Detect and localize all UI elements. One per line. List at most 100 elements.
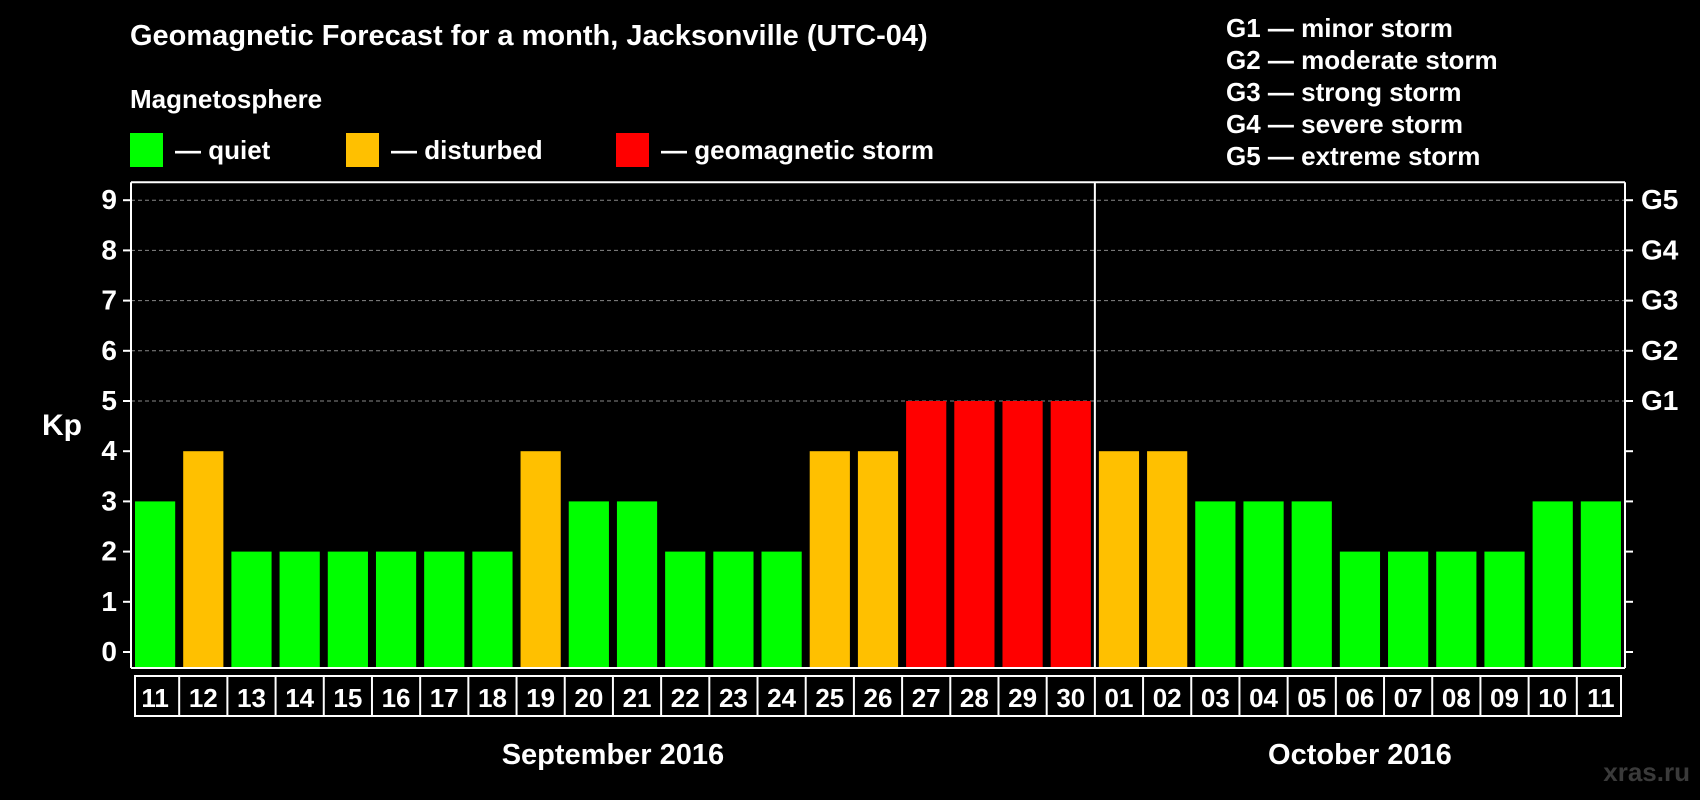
legend-swatch-quiet <box>130 133 163 167</box>
bar-1 <box>183 451 224 668</box>
x-tick-label-6: 17 <box>430 683 459 713</box>
x-tick-label-21: 02 <box>1153 683 1182 713</box>
x-tick-label-20: 01 <box>1105 683 1134 713</box>
x-tick-label-12: 23 <box>719 683 748 713</box>
x-tick-label-24: 05 <box>1297 683 1326 713</box>
x-tick-label-8: 19 <box>526 683 555 713</box>
bar-19 <box>1050 401 1091 668</box>
x-tick-label-18: 29 <box>1008 683 1037 713</box>
bar-16 <box>906 401 947 668</box>
right-tick-label-G3: G3 <box>1641 285 1678 316</box>
legend-item-storm: — geomagnetic storm <box>616 132 934 168</box>
x-tick-label-30: 11 <box>1587 683 1615 713</box>
y-tick-label-2: 2 <box>101 536 117 567</box>
bar-20 <box>1098 451 1140 668</box>
bar-22 <box>1195 501 1236 668</box>
x-tick-label-15: 26 <box>864 683 893 713</box>
legend-swatch-storm <box>616 133 649 167</box>
bar-2 <box>231 551 272 668</box>
legend-item-quiet: — quiet <box>130 132 270 168</box>
legend-label-quiet: — quiet <box>175 134 271 165</box>
x-tick-label-23: 04 <box>1249 683 1278 713</box>
bar-26 <box>1388 551 1429 668</box>
y-tick-label-7: 7 <box>101 285 117 316</box>
bar-25 <box>1339 551 1381 668</box>
y-tick-label-5: 5 <box>101 385 117 416</box>
y-tick-label-8: 8 <box>101 234 117 265</box>
bar-8 <box>520 451 561 668</box>
x-tick-label-2: 13 <box>237 683 266 713</box>
chart-title: Geomagnetic Forecast for a month, Jackso… <box>130 20 928 52</box>
bar-13 <box>761 551 802 668</box>
x-tick-label-4: 15 <box>333 683 362 713</box>
x-tick-label-1: 12 <box>189 683 218 713</box>
legend-heading: Magnetosphere <box>130 84 323 114</box>
y-tick-label-6: 6 <box>101 335 117 366</box>
legend-swatch-disturbed <box>346 133 379 167</box>
x-tick-label-7: 18 <box>478 683 507 713</box>
month-label-0: September 2016 <box>502 739 724 771</box>
x-tick-label-26: 07 <box>1394 683 1423 713</box>
month-label-1: October 2016 <box>1268 739 1452 771</box>
bar-11 <box>665 551 706 668</box>
bar-10 <box>616 501 658 668</box>
g-scale-g2: G2 — moderate storm <box>1226 45 1498 75</box>
bar-7 <box>472 551 513 668</box>
bar-29 <box>1532 501 1573 668</box>
right-tick-label-G2: G2 <box>1641 335 1678 366</box>
g-scale-g5: G5 — extreme storm <box>1226 141 1481 171</box>
x-tick-label-22: 03 <box>1201 683 1230 713</box>
bar-30 <box>1580 501 1621 668</box>
bar-4 <box>327 551 368 668</box>
bar-21 <box>1147 451 1188 668</box>
x-tick-label-29: 10 <box>1538 683 1567 713</box>
x-tick-label-14: 25 <box>815 683 844 713</box>
y-tick-label-9: 9 <box>101 184 117 215</box>
legend-label-storm: — geomagnetic storm <box>661 134 935 165</box>
g-scale-g4: G4 — severe storm <box>1226 109 1464 139</box>
x-tick-label-17: 28 <box>960 683 989 713</box>
bar-23 <box>1243 501 1284 668</box>
x-tick-label-28: 09 <box>1490 683 1519 713</box>
legend-label-disturbed: — disturbed <box>391 134 543 165</box>
x-tick-label-16: 27 <box>912 683 941 713</box>
x-tick-label-10: 21 <box>623 683 652 713</box>
y-tick-label-1: 1 <box>101 586 117 617</box>
x-tick-label-3: 14 <box>285 683 314 713</box>
bar-15 <box>857 451 899 668</box>
g-scale-legend: G1 — minor storm G2 — moderate storm G3 … <box>1226 12 1498 172</box>
x-tick-label-5: 16 <box>382 683 411 713</box>
x-tick-label-19: 30 <box>1056 683 1085 713</box>
x-tick-label-27: 08 <box>1442 683 1471 713</box>
y-axis-label: Kp <box>42 409 82 442</box>
legend-item-disturbed: — disturbed <box>346 132 543 168</box>
bar-28 <box>1484 551 1525 668</box>
x-tick-label-0: 11 <box>141 683 169 713</box>
right-tick-label-G5: G5 <box>1641 184 1678 215</box>
g-scale-g1: G1 — minor storm <box>1226 13 1453 43</box>
y-tick-label-0: 0 <box>101 636 117 667</box>
right-tick-label-G1: G1 <box>1641 385 1678 416</box>
g-scale-g3: G3 — strong storm <box>1226 77 1462 107</box>
x-tick-label-11: 22 <box>671 683 700 713</box>
bar-17 <box>954 401 995 668</box>
watermark: xras.ru <box>1603 757 1690 787</box>
bar-5 <box>375 551 417 668</box>
bar-27 <box>1436 551 1477 668</box>
bar-14 <box>809 451 850 668</box>
bar-3 <box>279 551 320 668</box>
x-tick-label-25: 06 <box>1345 683 1374 713</box>
bar-18 <box>1002 401 1043 668</box>
right-tick-label-G4: G4 <box>1641 234 1679 265</box>
bar-24 <box>1291 501 1332 668</box>
x-tick-label-13: 24 <box>767 683 796 713</box>
date-row-frame <box>134 675 1622 717</box>
bar-0 <box>135 501 176 668</box>
x-tick-label-9: 20 <box>574 683 603 713</box>
bar-12 <box>713 551 754 668</box>
bar-6 <box>424 551 465 668</box>
y-tick-label-4: 4 <box>101 435 117 466</box>
y-tick-label-3: 3 <box>101 485 117 516</box>
bar-9 <box>568 501 609 668</box>
